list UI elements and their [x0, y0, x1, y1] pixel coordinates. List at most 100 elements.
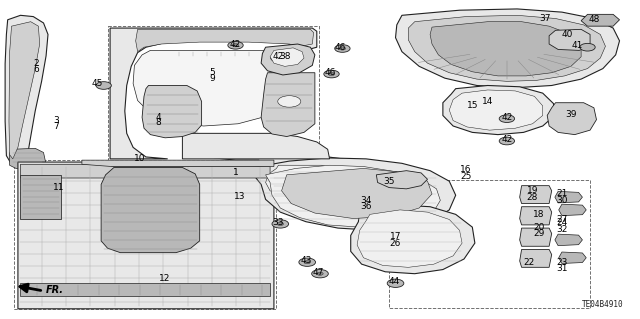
Circle shape: [328, 72, 335, 76]
Circle shape: [232, 44, 239, 47]
Text: 38: 38: [279, 52, 291, 61]
Polygon shape: [549, 29, 590, 50]
Text: 19: 19: [527, 186, 538, 195]
Circle shape: [499, 137, 515, 145]
Text: 29: 29: [533, 229, 545, 238]
Text: 27: 27: [556, 215, 568, 224]
Circle shape: [387, 279, 404, 287]
Circle shape: [580, 43, 595, 51]
Circle shape: [272, 220, 289, 228]
Circle shape: [271, 54, 286, 62]
Polygon shape: [520, 249, 552, 267]
Bar: [14, 160, 276, 309]
Text: 36: 36: [360, 202, 372, 211]
Text: 43: 43: [300, 256, 312, 265]
Text: 30: 30: [556, 196, 568, 205]
Text: 35: 35: [383, 177, 395, 186]
Polygon shape: [18, 162, 274, 309]
Polygon shape: [261, 73, 315, 137]
Bar: [108, 26, 319, 160]
Text: 48: 48: [588, 15, 600, 24]
Text: 2: 2: [33, 59, 38, 68]
Circle shape: [339, 47, 346, 50]
Text: FR.: FR.: [46, 285, 64, 295]
Text: 42: 42: [273, 52, 284, 61]
Polygon shape: [581, 14, 620, 26]
Polygon shape: [430, 22, 581, 76]
Text: 37: 37: [540, 14, 551, 23]
Text: 28: 28: [527, 193, 538, 202]
Polygon shape: [376, 171, 428, 189]
Circle shape: [278, 96, 301, 107]
Polygon shape: [449, 90, 543, 130]
Text: TE04B4910: TE04B4910: [582, 300, 624, 309]
Polygon shape: [266, 165, 440, 227]
Polygon shape: [520, 207, 552, 225]
Polygon shape: [9, 22, 40, 159]
Text: 46: 46: [324, 68, 336, 77]
Bar: [389, 180, 590, 308]
Text: 6: 6: [33, 65, 38, 74]
Polygon shape: [555, 191, 582, 203]
Text: 47: 47: [313, 268, 324, 277]
Text: 3: 3: [54, 116, 59, 125]
Text: 44: 44: [388, 277, 400, 286]
Text: 42: 42: [230, 40, 241, 48]
Text: 10: 10: [134, 154, 145, 163]
Text: 33: 33: [273, 218, 284, 227]
Text: 22: 22: [523, 258, 534, 267]
Text: 14: 14: [482, 97, 493, 106]
Polygon shape: [5, 15, 48, 168]
Polygon shape: [408, 15, 605, 81]
Circle shape: [304, 261, 310, 264]
Text: 42: 42: [501, 135, 513, 144]
Text: 8: 8: [156, 118, 161, 127]
Text: 7: 7: [54, 122, 59, 130]
Text: 21: 21: [556, 189, 568, 198]
Circle shape: [312, 270, 328, 278]
Text: 9: 9: [210, 74, 215, 83]
Text: 41: 41: [572, 41, 583, 50]
Text: 24: 24: [556, 218, 568, 227]
Polygon shape: [443, 85, 554, 135]
Polygon shape: [110, 28, 317, 159]
Text: 45: 45: [92, 79, 103, 88]
Polygon shape: [182, 133, 330, 159]
Polygon shape: [101, 167, 200, 253]
Circle shape: [324, 70, 339, 78]
Text: 4: 4: [156, 113, 161, 122]
Polygon shape: [133, 50, 300, 126]
Polygon shape: [82, 160, 274, 167]
Polygon shape: [555, 234, 582, 246]
Polygon shape: [282, 168, 432, 219]
Text: 31: 31: [556, 264, 568, 273]
Circle shape: [228, 41, 243, 49]
Polygon shape: [136, 29, 314, 52]
Text: 42: 42: [501, 113, 513, 122]
Polygon shape: [357, 210, 462, 267]
Polygon shape: [559, 252, 586, 263]
Polygon shape: [520, 186, 552, 204]
Polygon shape: [261, 44, 315, 75]
Circle shape: [335, 45, 350, 52]
Text: 46: 46: [335, 43, 346, 52]
Text: 15: 15: [467, 101, 478, 110]
Circle shape: [275, 56, 282, 60]
Text: 39: 39: [565, 110, 577, 119]
Polygon shape: [559, 204, 586, 216]
Text: 32: 32: [556, 225, 568, 234]
Circle shape: [96, 82, 111, 89]
Text: 17: 17: [390, 232, 401, 241]
Polygon shape: [20, 283, 270, 296]
Text: 20: 20: [533, 223, 545, 232]
Text: 26: 26: [390, 239, 401, 248]
Text: 40: 40: [561, 30, 573, 39]
Text: 34: 34: [360, 196, 372, 205]
Polygon shape: [20, 175, 61, 219]
Text: 13: 13: [234, 192, 245, 201]
Text: 16: 16: [460, 165, 472, 174]
Circle shape: [299, 258, 316, 266]
Polygon shape: [270, 48, 304, 66]
Text: 11: 11: [53, 183, 65, 192]
Circle shape: [277, 222, 284, 226]
